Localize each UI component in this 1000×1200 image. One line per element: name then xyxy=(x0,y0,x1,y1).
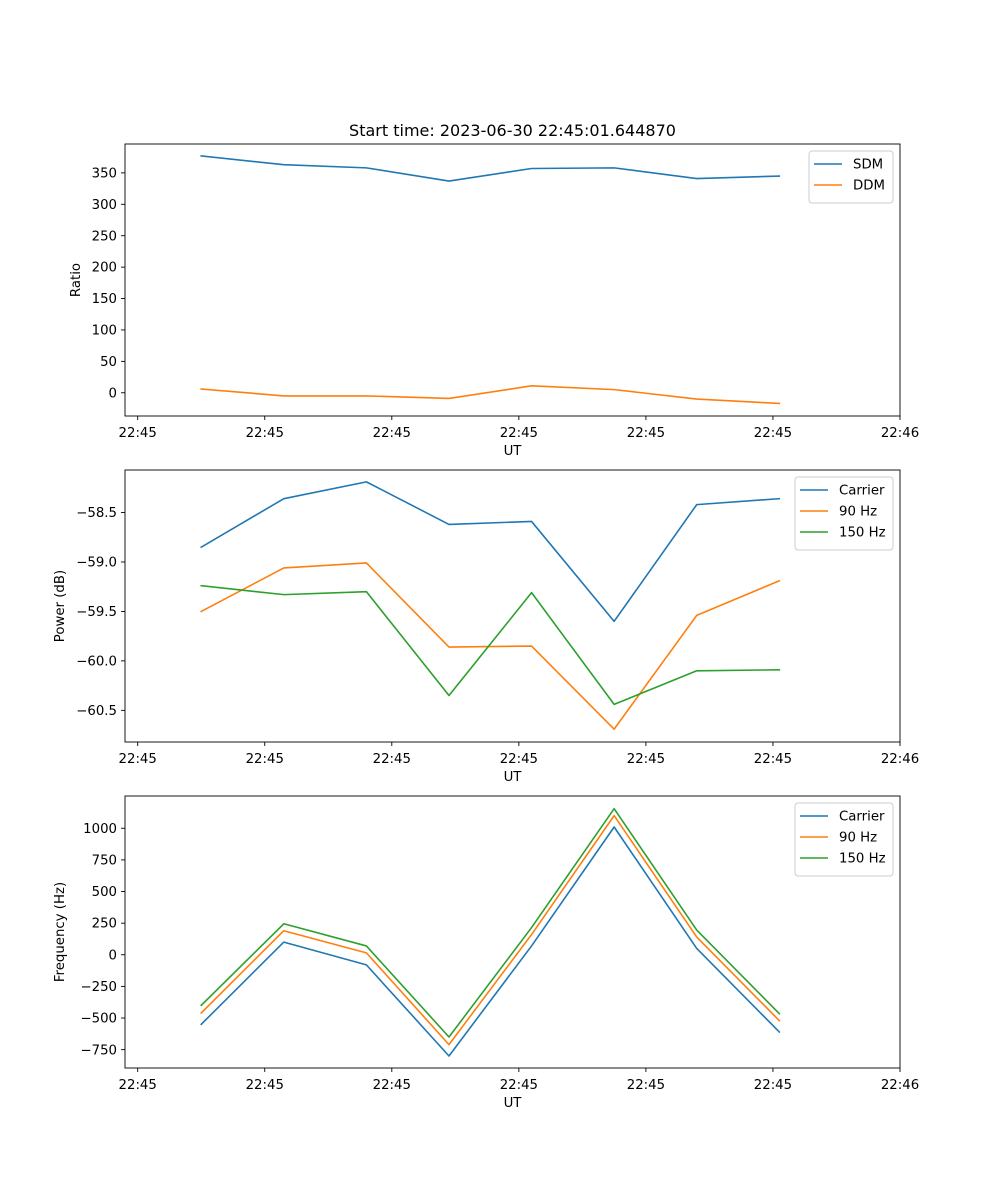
x-axis-label: UT xyxy=(504,1096,523,1111)
panels: 22:45 22:45 22:45 22:45 22:45 22:45 22:46 0 50 10… xyxy=(53,121,919,1111)
series-line-150-hz xyxy=(200,584,781,706)
axes-frame xyxy=(124,469,901,743)
legend-label: Carrier xyxy=(839,484,885,499)
y-tick-label: 1000 xyxy=(83,822,117,837)
legend: Carrier 90 Hz 150 Hz xyxy=(794,802,894,877)
x-tick-label: 22:45 xyxy=(246,1078,284,1093)
series-line-carrier xyxy=(200,481,781,623)
x-tick-label: 22:46 xyxy=(881,426,919,441)
y-tick-label: −58.5 xyxy=(76,506,117,521)
series-line-carrier xyxy=(200,826,781,1057)
x-tick-label: 22:45 xyxy=(500,426,538,441)
legend-label: 150 Hz xyxy=(839,852,886,867)
legend-label: 90 Hz xyxy=(839,831,877,846)
legend: SDM DDM xyxy=(808,150,894,204)
panel-3: 22:45 22:45 22:45 22:45 22:45 22:45 22:46 −750 −… xyxy=(53,795,919,1111)
y-axis-label: Frequency (Hz) xyxy=(53,882,68,982)
y-tick-label: −60.5 xyxy=(76,704,117,719)
y-tick-label: 0 xyxy=(109,386,117,401)
x-tick-label: 22:46 xyxy=(881,1078,919,1093)
series-line-sdm xyxy=(200,155,781,182)
x-tick-label: 22:45 xyxy=(246,426,284,441)
x-tick-label: 22:45 xyxy=(500,752,538,767)
chart-title: Start time: 2023-06-30 22:45:01.644870 xyxy=(349,121,676,140)
x-tick-label: 22:45 xyxy=(119,1078,157,1093)
y-tick-label: 150 xyxy=(92,292,117,307)
y-tick-label: 200 xyxy=(92,261,117,276)
legend-label: SDM xyxy=(853,158,883,173)
x-tick-label: 22:46 xyxy=(881,752,919,767)
y-axis-label: Ratio xyxy=(69,263,84,297)
x-axis-label: UT xyxy=(504,444,523,459)
panel-2: 22:45 22:45 22:45 22:45 22:45 22:45 22:46 −60.5… xyxy=(53,469,919,785)
legend-label: 90 Hz xyxy=(839,505,877,520)
y-tick-label: 500 xyxy=(92,885,117,900)
y-tick-label: 0 xyxy=(109,948,117,963)
series-line-ddm xyxy=(200,385,781,405)
axes-frame xyxy=(124,795,901,1069)
x-tick-label: 22:45 xyxy=(754,1078,792,1093)
legend-label: DDM xyxy=(853,179,885,194)
x-tick-label: 22:45 xyxy=(246,752,284,767)
x-tick-label: 22:45 xyxy=(500,1078,538,1093)
x-tick-label: 22:45 xyxy=(373,752,411,767)
y-tick-label: 250 xyxy=(92,229,117,244)
axes-frame xyxy=(124,143,901,417)
series-line-90-hz xyxy=(200,814,781,1046)
y-tick-label: 250 xyxy=(92,917,117,932)
y-tick-label: −60.0 xyxy=(76,654,117,669)
y-axis-label: Power (dB) xyxy=(53,570,68,642)
x-tick-label: 22:45 xyxy=(373,426,411,441)
x-tick-label: 22:45 xyxy=(119,426,157,441)
y-tick-label: 50 xyxy=(100,355,117,370)
y-tick-label: −250 xyxy=(80,980,117,995)
y-tick-label: −750 xyxy=(80,1043,117,1058)
y-tick-label: 350 xyxy=(92,166,117,181)
y-tick-label: −59.0 xyxy=(76,556,117,571)
x-tick-label: 22:45 xyxy=(119,752,157,767)
y-tick-label: −500 xyxy=(80,1012,117,1027)
x-tick-label: 22:45 xyxy=(373,1078,411,1093)
legend-label: 150 Hz xyxy=(839,526,886,541)
x-tick-label: 22:45 xyxy=(754,426,792,441)
panel-1: 22:45 22:45 22:45 22:45 22:45 22:45 22:46 0 50 10… xyxy=(69,121,919,459)
series-line-150-hz xyxy=(200,807,781,1038)
x-tick-label: 22:45 xyxy=(627,752,665,767)
x-tick-label: 22:45 xyxy=(754,752,792,767)
x-tick-label: 22:45 xyxy=(627,426,665,441)
x-tick-label: 22:45 xyxy=(627,1078,665,1093)
y-tick-label: 100 xyxy=(92,324,117,339)
legend-label: Carrier xyxy=(839,810,885,825)
y-tick-label: −59.5 xyxy=(76,605,117,620)
x-axis-label: UT xyxy=(504,770,523,785)
y-tick-label: 300 xyxy=(92,198,117,213)
y-tick-label: 750 xyxy=(92,853,117,868)
series-line-90-hz xyxy=(200,562,781,730)
legend: Carrier 90 Hz 150 Hz xyxy=(794,476,894,551)
